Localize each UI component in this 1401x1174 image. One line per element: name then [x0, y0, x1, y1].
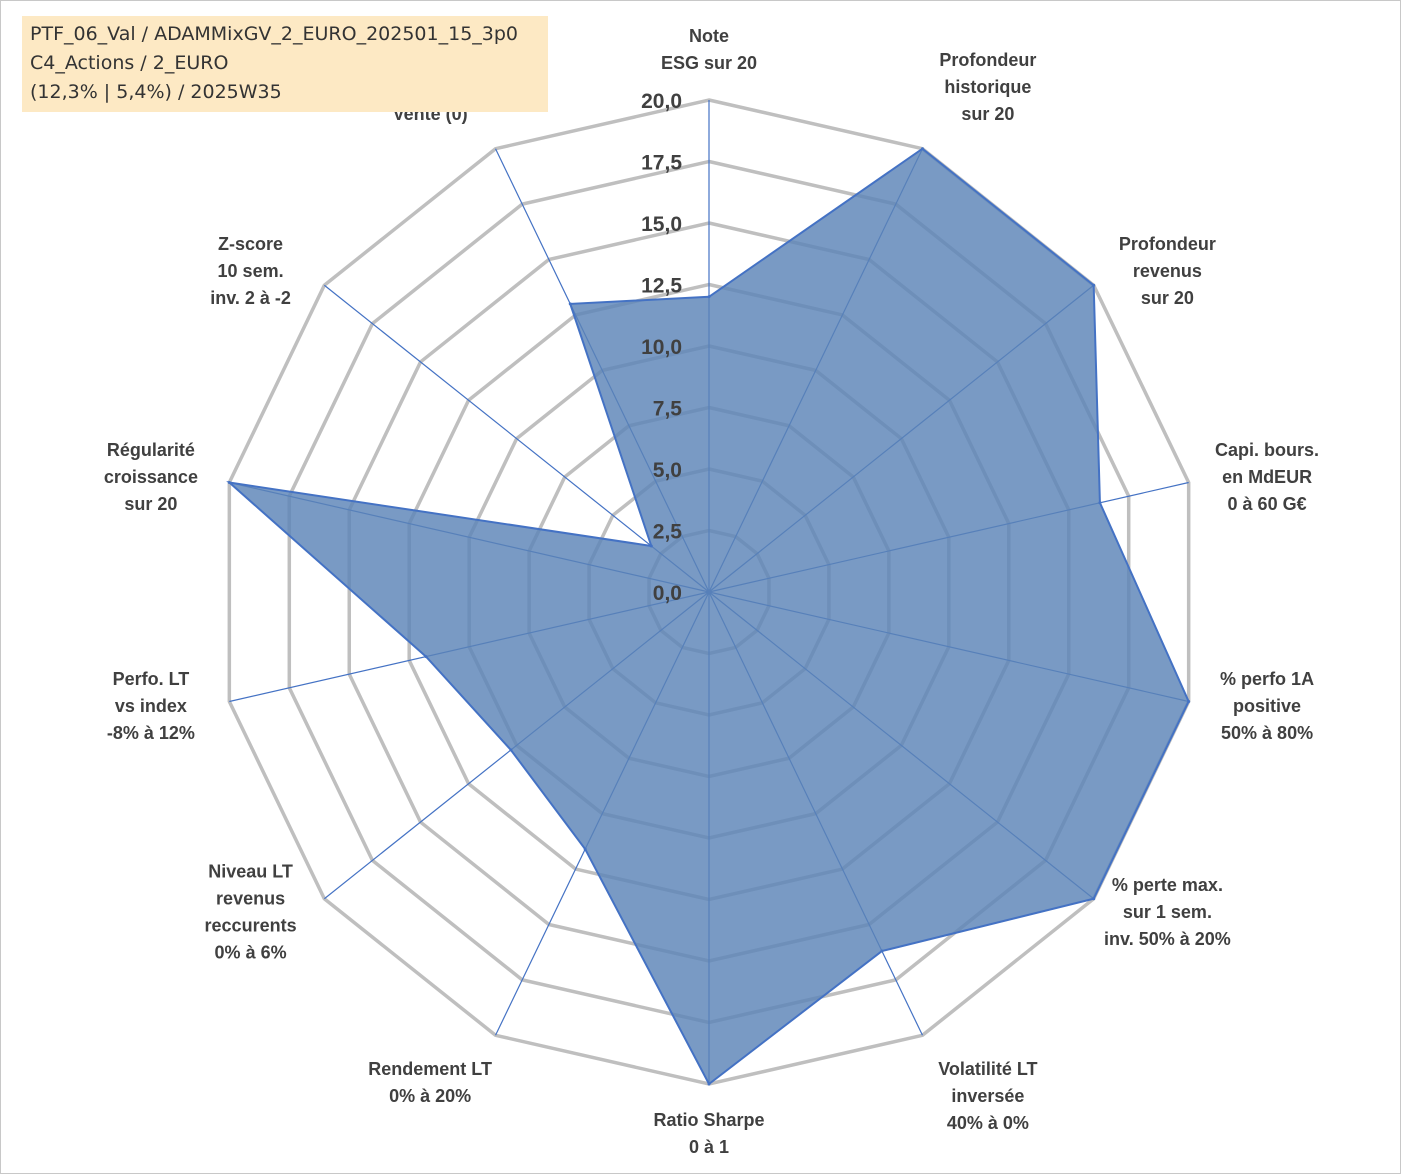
axis-label-line: % perte max. — [1112, 875, 1223, 895]
axis-label-line: Niveau LT — [208, 861, 293, 881]
data-point — [649, 544, 653, 548]
axis-label: Z-score 10 sem. inv. 2 à -2 — [210, 234, 291, 308]
axis-label: Ratio Sharpe 0 à 1 — [653, 1110, 764, 1157]
axis-label-line: historique — [944, 77, 1031, 97]
data-point — [568, 302, 572, 306]
tick-label: 0,0 — [653, 582, 682, 605]
axis-label: Rendement LT 0% à 20% — [368, 1059, 492, 1106]
data-point — [1092, 897, 1096, 901]
axis-label-line: 50% à 80% — [1221, 723, 1313, 743]
axis-label-line: -8% à 12% — [107, 723, 195, 743]
axis-label: Note ESG sur 20 — [661, 26, 757, 73]
radar-tick-labels: 0,0 2,5 5,0 7,5 10,0 12,5 15,0 17,5 20,0 — [641, 90, 682, 605]
axis-label-line: Capi. bours. — [1215, 440, 1319, 460]
data-point — [880, 949, 884, 953]
axis-label: Volatilité LT inversée 40% à 0% — [938, 1059, 1037, 1133]
axis-label-line: 0 à 1 — [689, 1137, 729, 1157]
data-point — [707, 1082, 711, 1086]
axis-label-line: sur 20 — [1141, 288, 1194, 308]
axis-label-line: revenus — [1133, 261, 1202, 281]
data-point — [509, 748, 513, 752]
axis-label-line: inversée — [951, 1086, 1024, 1106]
axis-label-line: 40% à 0% — [947, 1113, 1029, 1133]
axis-label-line: % perfo 1A — [1220, 669, 1314, 689]
axis-label-line: sur 1 sem. — [1123, 902, 1212, 922]
axis-label-line: Ratio Sharpe — [653, 1110, 764, 1130]
axis-label-line: ESG sur 20 — [661, 53, 757, 73]
axis-label-line: 0% à 20% — [389, 1086, 471, 1106]
axis-label: % perfo 1A positive 50% à 80% — [1220, 669, 1314, 743]
axis-label-line: inv. 50% à 20% — [1104, 929, 1231, 949]
axis-label-line: positive — [1233, 696, 1301, 716]
axis-label-line: sur 20 — [124, 494, 177, 514]
portfolio-info-line-3: (12,3% | 5,4%) / 2025W35 — [30, 81, 282, 103]
tick-label: 5,0 — [653, 459, 682, 482]
axis-label: Perfo. LT vs index -8% à 12% — [107, 669, 195, 743]
portfolio-info-box: PTF_06_Val / ADAMMixGV_2_EURO_202501_15_… — [22, 16, 548, 112]
axis-label-line: Profondeur — [939, 50, 1036, 70]
axis-label-line: croissance — [104, 467, 198, 487]
axis-label: Profondeur revenus sur 20 — [1119, 234, 1216, 308]
axis-label: Niveau LT revenus reccurents 0% à 6% — [205, 861, 297, 962]
axis-label: Profondeur historique sur 20 — [939, 50, 1036, 124]
axis-label-line: Z-score — [218, 234, 283, 254]
axis-label-line: Rendement LT — [368, 1059, 492, 1079]
data-point — [920, 147, 924, 151]
axis-label-line: 0 à 60 G€ — [1228, 494, 1307, 514]
portfolio-info-line-1: PTF_06_Val / ADAMMixGV_2_EURO_202501_15_… — [30, 23, 519, 45]
axis-label-line: Régularité — [107, 440, 195, 460]
data-point — [1092, 283, 1096, 287]
axis-label-line: Note — [689, 26, 729, 46]
tick-label: 17,5 — [641, 152, 682, 175]
data-point — [227, 481, 231, 485]
data-point — [1187, 699, 1191, 703]
data-point — [424, 655, 428, 659]
axis-label-line: inv. 2 à -2 — [210, 288, 291, 308]
axis-spoke — [323, 284, 710, 593]
tick-label: 20,0 — [641, 90, 682, 113]
axis-label-line: en MdEUR — [1222, 467, 1312, 487]
radar-series — [226, 147, 1191, 1086]
axis-label-line: reccurents — [205, 915, 297, 935]
axis-label-line: sur 20 — [961, 104, 1014, 124]
axis-label-line: 0% à 6% — [215, 942, 287, 962]
tick-label: 7,5 — [653, 398, 683, 421]
axis-label: Capi. bours. en MdEUR 0 à 60 G€ — [1215, 440, 1319, 514]
tick-label: 15,0 — [641, 213, 682, 236]
axis-label-line: revenus — [216, 888, 285, 908]
tick-label: 12,5 — [641, 275, 682, 298]
axis-label: Régularité croissance sur 20 — [104, 440, 198, 514]
data-point — [583, 847, 587, 851]
portfolio-info-line-2: C4_Actions / 2_EURO — [30, 52, 229, 74]
axis-label-line: Profondeur — [1119, 234, 1216, 254]
axis-label-line: Volatilité LT — [938, 1059, 1037, 1079]
tick-label: 2,5 — [653, 521, 683, 544]
tick-label: 10,0 — [641, 336, 682, 359]
data-point — [707, 295, 711, 299]
axis-label-line: vs index — [115, 696, 187, 716]
data-point — [1098, 501, 1102, 505]
axis-label-line: 10 sem. — [218, 261, 284, 281]
axis-label-line: Perfo. LT — [113, 669, 190, 689]
axis-label: % perte max. sur 1 sem. inv. 50% à 20% — [1104, 875, 1231, 949]
